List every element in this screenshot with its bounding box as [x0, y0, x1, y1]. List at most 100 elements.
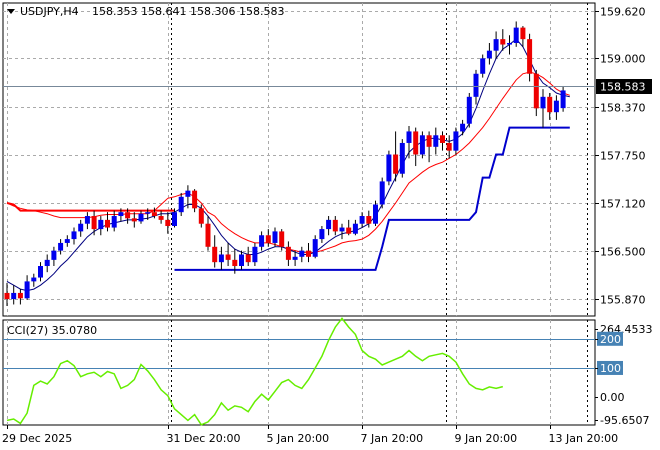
- bull-candle: [406, 126, 412, 159]
- cci-level-badge: [597, 331, 623, 346]
- bull-candle: [98, 216, 104, 236]
- candle-body: [386, 154, 392, 182]
- bull-candle: [507, 35, 512, 55]
- candle-body: [44, 259, 50, 267]
- bear-candle: [446, 135, 452, 159]
- candle-body: [118, 212, 124, 217]
- bear-candle: [393, 131, 399, 182]
- bull-candle: [312, 235, 318, 259]
- bear-candle: [245, 246, 251, 267]
- bear-candle: [158, 210, 164, 224]
- candle-body: [446, 142, 452, 151]
- bull-candle: [272, 227, 278, 247]
- candle-body: [178, 196, 184, 213]
- candle-body: [111, 216, 117, 228]
- candle-body: [239, 254, 244, 267]
- candle-body: [165, 219, 171, 227]
- bull-candle: [419, 131, 425, 159]
- price-series-line: [6, 202, 175, 212]
- candle-body: [553, 100, 559, 113]
- candle-body: [292, 256, 298, 260]
- bear-candle: [205, 216, 211, 251]
- price-tick-label: 159.000: [600, 53, 646, 66]
- candle-body: [507, 42, 512, 45]
- candle-body: [453, 131, 459, 151]
- candle-body: [51, 250, 57, 260]
- candle-body: [486, 50, 492, 59]
- bear-candle: [279, 229, 285, 251]
- price-axis: 159.620 159.000 158.370 157.750 157.120 156.5…: [595, 6, 646, 307]
- candle-body: [366, 216, 372, 224]
- price-panel-frame: [2, 2, 596, 317]
- bull-candle: [386, 150, 392, 186]
- bear-candle: [232, 249, 238, 274]
- candle-body: [212, 246, 218, 263]
- candle-body: [399, 142, 405, 174]
- bull-candle: [178, 192, 184, 217]
- bull-candle: [51, 246, 57, 267]
- candle-body: [259, 235, 265, 247]
- bull-candle: [111, 210, 117, 232]
- candle-body: [359, 216, 365, 224]
- candle-body: [373, 204, 378, 224]
- candles: [4, 21, 566, 307]
- candle-body: [419, 135, 425, 155]
- bear-candle: [212, 235, 218, 268]
- cci-level-badge: [597, 360, 623, 375]
- candle-body: [84, 216, 90, 224]
- cci-tick-label: 0.00: [600, 391, 625, 404]
- candle-body: [58, 242, 64, 251]
- bull-candle: [460, 119, 466, 136]
- candle-body: [205, 223, 211, 247]
- bear-candle: [547, 92, 553, 120]
- bear-candle: [527, 33, 533, 82]
- bear-candle: [366, 210, 372, 228]
- bear-candle: [500, 29, 506, 51]
- candle-body: [185, 190, 191, 197]
- bull-candle: [259, 231, 265, 251]
- price-tick-label: 158.370: [600, 102, 646, 115]
- bear-candle: [332, 216, 338, 236]
- candle-body: [172, 212, 177, 227]
- candle-body: [352, 223, 358, 234]
- bull-candle: [24, 275, 30, 300]
- bull-candle: [553, 95, 559, 120]
- bull-candle: [78, 219, 84, 237]
- candle-body: [540, 96, 546, 109]
- candle-body: [4, 292, 10, 300]
- cci-title: CCI(27) 35.0780: [7, 324, 97, 337]
- bull-candle: [433, 127, 439, 155]
- bear-candle: [125, 208, 131, 224]
- candle-body: [98, 219, 104, 230]
- price-grid: [3, 3, 595, 316]
- bull-candle: [11, 285, 17, 305]
- candle-body: [426, 135, 432, 147]
- candle-body: [460, 123, 466, 132]
- bear-candle: [265, 229, 271, 247]
- bull-candle: [58, 239, 64, 255]
- bull-candle: [64, 235, 70, 247]
- bull-candle: [84, 212, 90, 230]
- bear-candle: [306, 242, 311, 263]
- cci-grid: [3, 320, 595, 425]
- time-tick-label: 29 Dec 2025: [2, 432, 72, 445]
- bull-candle: [473, 69, 479, 105]
- symbol-dropdown-icon[interactable]: [7, 9, 15, 14]
- bear-candle: [225, 242, 231, 267]
- candle-body: [319, 229, 325, 240]
- cci-level-label: 200: [600, 333, 621, 346]
- bear-candle: [198, 204, 204, 228]
- candle-body: [500, 39, 506, 45]
- bull-candle: [292, 250, 298, 267]
- candle-body: [245, 254, 251, 263]
- candle-body: [493, 39, 499, 51]
- price-tick-label: 155.870: [600, 294, 646, 307]
- symbol-label: USDJPY,H4: [20, 5, 79, 18]
- bull-candle: [138, 210, 144, 224]
- candle-body: [393, 154, 399, 174]
- cci-level-label: 100: [600, 362, 621, 375]
- bear-candle: [440, 131, 445, 151]
- candle-body: [145, 212, 151, 214]
- candle-body: [78, 223, 84, 232]
